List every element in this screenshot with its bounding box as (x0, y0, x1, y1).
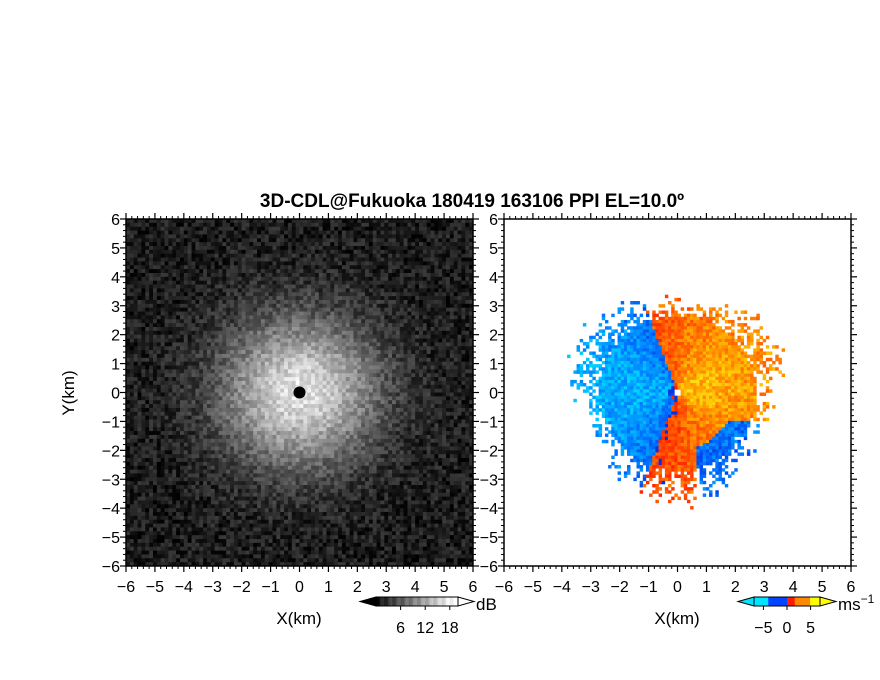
velocity-colorbar: −5 0 5 ms−1 (736, 592, 875, 637)
y-tick-label: −6 (102, 559, 120, 576)
y-tick-label: 5 (111, 241, 120, 258)
x-tick-label: 4 (789, 579, 798, 596)
x-tick-label: −1 (261, 579, 279, 596)
x-tick-label: 4 (411, 579, 420, 596)
y-tick-label: −2 (102, 443, 120, 460)
y-tick-label: 0 (489, 386, 498, 403)
x-tick-label: −6 (495, 579, 513, 596)
y-tick-label: 2 (489, 328, 498, 345)
x-tick-label: 0 (295, 579, 304, 596)
y-tick-label: −1 (102, 414, 120, 431)
y-tick-label: 4 (111, 270, 120, 287)
velocity-colorbar-low-arrow (736, 596, 755, 607)
velocity-colorbar-high-arrow (819, 596, 838, 607)
x-tick-label: 2 (731, 579, 740, 596)
velocity-x-axis-label: X(km) (654, 609, 699, 628)
x-tick-label: −3 (204, 579, 222, 596)
y-tick-label: −2 (480, 443, 498, 460)
backscatter-colorbar-tick-label: 12 (416, 620, 434, 637)
x-tick-label: 1 (702, 579, 711, 596)
velocity-colorbar-tick-label: 0 (783, 620, 792, 637)
y-tick-label: 4 (489, 270, 498, 287)
backscatter-axis-ticks: −6 −6 −5 −5 −4 −4 −3 −3 −2 −2 −1 −1 0 0 1 1 2 2 3 3 4 4 5 5 6 6 (102, 212, 479, 596)
x-tick-label: 3 (760, 579, 769, 596)
backscatter-colorbar-tick-label: 6 (396, 620, 405, 637)
y-tick-label: 0 (111, 386, 120, 403)
y-tick-label: 6 (489, 212, 498, 229)
y-tick-label: −3 (102, 472, 120, 489)
y-tick-label: 6 (111, 212, 120, 229)
backscatter-colorbar: 6 12 18 dB (358, 595, 497, 637)
y-tick-label: 3 (111, 299, 120, 316)
backscatter-colorbar-tick-label: 18 (441, 620, 459, 637)
x-tick-label: 3 (382, 579, 391, 596)
backscatter-colorbar-high-arrow (457, 596, 476, 607)
x-tick-label: 6 (469, 579, 478, 596)
x-tick-label: −2 (611, 579, 629, 596)
y-tick-label: 2 (111, 328, 120, 345)
velocity-heatmap (567, 294, 786, 510)
backscatter-colorbar-unit: dB (476, 595, 497, 614)
backscatter-y-axis-label: Y(km) (59, 370, 78, 415)
velocity-colorbar-tick-label: −5 (754, 620, 772, 637)
y-tick-label: 5 (489, 241, 498, 258)
x-tick-label: 2 (353, 579, 362, 596)
backscatter-x-axis-label: X(km) (276, 609, 321, 628)
x-tick-label: −3 (582, 579, 600, 596)
x-tick-label: 0 (673, 579, 682, 596)
x-tick-label: −6 (117, 579, 135, 596)
x-tick-label: 5 (440, 579, 449, 596)
x-tick-label: 6 (847, 579, 856, 596)
y-tick-label: 3 (489, 299, 498, 316)
x-tick-label: −4 (175, 579, 193, 596)
velocity-colorbar-tick-label: 5 (806, 620, 815, 637)
x-tick-label: −4 (553, 579, 571, 596)
backscatter-heatmap (126, 219, 474, 567)
velocity-panel: −6 −6 −5 −5 −4 −4 −3 −3 −2 −2 −1 −1 0 0 1 1 2 2 3 3 4 4 5 5 6 6 X… (480, 212, 875, 637)
y-tick-label: 1 (489, 357, 498, 374)
velocity-axis-ticks: −6 −6 −5 −5 −4 −4 −3 −3 −2 −2 −1 −1 0 0 1 1 2 2 3 3 4 4 5 5 6 6 (480, 212, 857, 596)
x-tick-label: 5 (818, 579, 827, 596)
velocity-colorbar-unit: ms−1 (838, 592, 875, 614)
velocity-plot-frame (503, 218, 852, 567)
x-tick-label: −1 (639, 579, 657, 596)
y-tick-label: −5 (102, 530, 120, 547)
y-tick-label: −3 (480, 472, 498, 489)
x-tick-label: 1 (324, 579, 333, 596)
backscatter-colorbar-low-arrow (358, 596, 377, 607)
y-tick-label: −4 (480, 501, 498, 518)
y-tick-label: −4 (102, 501, 120, 518)
figure-title: 3D-CDL@Fukuoka 180419 163106 PPI EL=10.0… (260, 191, 684, 212)
x-tick-label: −5 (524, 579, 542, 596)
x-tick-label: −2 (233, 579, 251, 596)
radar-site-marker (293, 386, 306, 399)
y-tick-label: 1 (111, 357, 120, 374)
y-tick-label: −6 (480, 559, 498, 576)
y-tick-label: −5 (480, 530, 498, 547)
x-tick-label: −5 (146, 579, 164, 596)
y-tick-label: −1 (480, 414, 498, 431)
